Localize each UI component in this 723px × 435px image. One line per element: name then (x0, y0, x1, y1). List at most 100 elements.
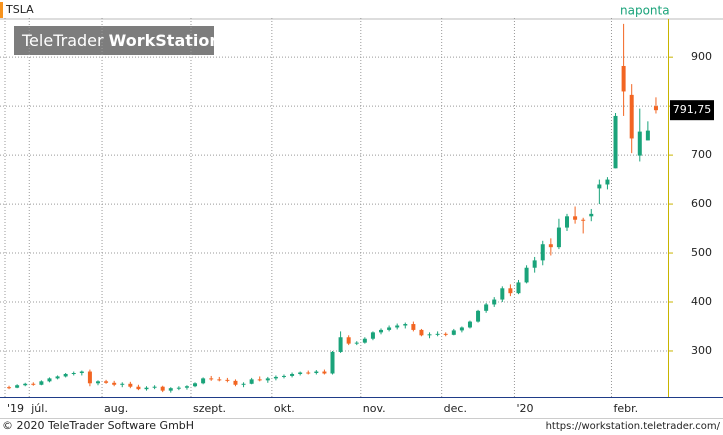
candle-body (589, 213, 594, 217)
candle-body (637, 131, 642, 156)
candle-body (524, 267, 529, 283)
candle-body (411, 324, 416, 330)
x-tick-label: dec. (444, 402, 467, 415)
candle-body (112, 382, 117, 385)
candle-body (104, 381, 109, 383)
logo-bold: WorkStation (109, 31, 221, 50)
candle-body (459, 327, 464, 331)
candle-body (556, 227, 561, 248)
last-price-label: 791,75 (673, 103, 712, 116)
candle-body (443, 333, 448, 335)
candle-body (330, 351, 335, 374)
candle-body (548, 244, 553, 248)
candle-body (201, 378, 206, 384)
candle-body (653, 106, 658, 111)
y-tick-label: 900 (691, 50, 712, 63)
candle-body (120, 383, 125, 385)
x-tick-label: nov. (363, 402, 386, 415)
candle-body (136, 386, 141, 390)
candle-body (565, 216, 570, 228)
candle-body (79, 371, 84, 374)
candle-body (621, 65, 626, 92)
candle-body (193, 383, 198, 387)
candle-body (492, 299, 497, 305)
candle-body (47, 378, 52, 382)
candle-body (476, 310, 481, 322)
candle-body (597, 184, 602, 189)
symbol-marker (0, 2, 3, 18)
candle-body (419, 329, 424, 336)
candle-body (540, 244, 545, 261)
candle-body (23, 383, 28, 386)
candle-body (257, 379, 262, 381)
candle-body (435, 333, 440, 335)
candle-body (152, 386, 157, 388)
candle-body (354, 342, 359, 344)
y-tick-label: 500 (691, 246, 712, 259)
candle-body (55, 376, 60, 379)
footer-right: https://workstation.teletrader.com/ (546, 421, 721, 432)
x-tick-label: febr. (613, 402, 638, 415)
candle-body (233, 380, 238, 385)
candle-body (484, 304, 489, 311)
candle-body (168, 388, 173, 391)
candle-body (395, 325, 400, 328)
candle-body (63, 373, 68, 377)
candle-body (508, 288, 513, 294)
candle-body (15, 385, 20, 388)
candle-body (500, 288, 505, 300)
candle-body (265, 378, 270, 381)
candle-body (370, 332, 375, 339)
candle-body (314, 371, 319, 374)
candle-body (281, 375, 286, 377)
candle-body (71, 373, 76, 375)
candle-body (241, 383, 246, 385)
candle-body (605, 179, 610, 185)
logo: TeleTrader WorkStation (21, 31, 221, 50)
logo-box (14, 26, 214, 55)
candle-body (249, 379, 254, 384)
interval: naponta (620, 4, 670, 18)
candle-body (209, 378, 214, 380)
candle-body (613, 115, 618, 169)
candle-body (346, 337, 351, 344)
y-tick-label: 600 (691, 197, 712, 210)
candle-body (31, 383, 36, 385)
candle-body (362, 338, 367, 343)
candle-body (451, 330, 456, 335)
candle-body (95, 381, 100, 384)
candle-body (273, 376, 278, 379)
candle-body (573, 216, 578, 220)
x-tick-label: szept. (193, 402, 226, 415)
symbol: TSLA (5, 3, 34, 16)
candle-body (306, 372, 311, 374)
candle-body (7, 387, 12, 389)
candle-body (39, 381, 44, 385)
last-price-box (670, 100, 714, 121)
candle-body (379, 329, 384, 333)
candle-body (298, 372, 303, 374)
y-tick-label: 400 (691, 295, 712, 308)
candle-body (144, 387, 149, 390)
candle-body (290, 373, 295, 376)
candle-body (87, 371, 92, 384)
candle-body (176, 387, 181, 389)
candle-body (581, 219, 586, 221)
y-tick-label: 300 (691, 344, 712, 357)
candle-body (532, 260, 537, 268)
candle-body (629, 94, 634, 139)
x-tick-label: '19 (7, 402, 24, 415)
x-tick-label: okt. (274, 402, 295, 415)
candle-body (403, 324, 408, 326)
candle-body (427, 334, 432, 336)
candle-body (322, 371, 327, 374)
x-tick-label: '20 (516, 402, 533, 415)
candle-body (128, 383, 133, 387)
candle-body (225, 379, 230, 381)
candle-body (184, 386, 189, 388)
y-tick-label: 700 (691, 148, 712, 161)
x-tick-label: aug. (104, 402, 128, 415)
candle-body (467, 321, 472, 328)
